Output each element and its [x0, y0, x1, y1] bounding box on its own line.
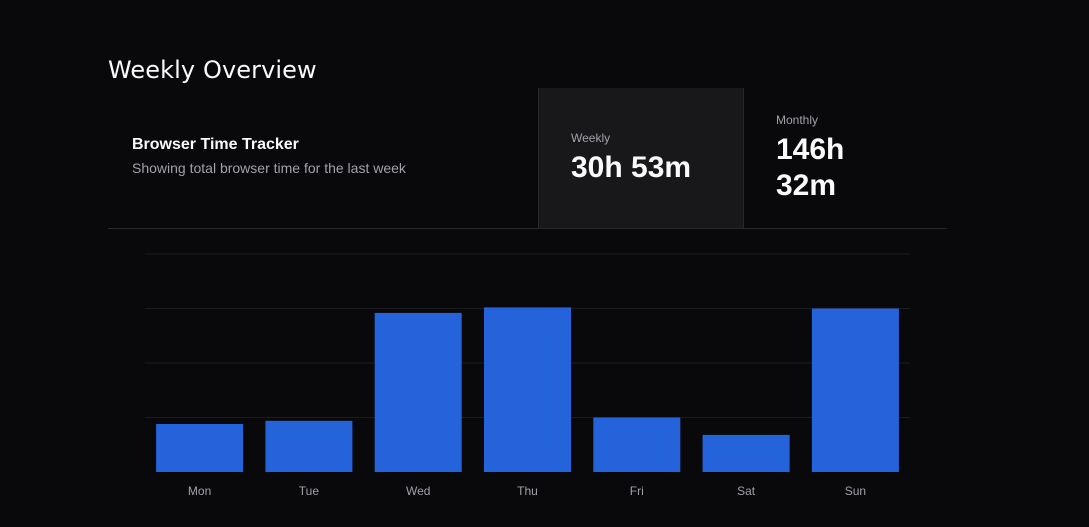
bar-tue[interactable] — [265, 420, 353, 472]
x-tick-label-wed: Wed — [406, 484, 430, 498]
x-tick-label-mon: Mon — [188, 484, 211, 498]
card-title: Browser Time Tracker — [132, 136, 299, 153]
card-description: Showing total browser time for the last … — [132, 160, 406, 176]
bar-wed[interactable] — [374, 312, 462, 472]
monthly-stat-label: Monthly — [776, 113, 819, 127]
x-tick-label-tue: Tue — [299, 484, 320, 498]
bar-fri[interactable] — [593, 417, 681, 473]
weekly-stat-tab[interactable]: Weekly 30h 53m — [538, 88, 743, 228]
x-tick-label-thu: Thu — [517, 484, 538, 498]
browser-time-card: Browser Time Tracker Showing total brows… — [108, 88, 947, 527]
monthly-stat-tab[interactable]: Monthly 146h 32m — [743, 88, 947, 228]
x-tick-label-sat: Sat — [737, 484, 756, 498]
card-header: Browser Time Tracker Showing total brows… — [108, 88, 947, 229]
bar-sat[interactable] — [702, 434, 790, 472]
weekly-stat-label: Weekly — [571, 131, 611, 145]
card-header-text: Browser Time Tracker Showing total brows… — [132, 136, 406, 176]
monthly-stat-value: 146h 32m — [776, 133, 845, 202]
page-title: Weekly Overview — [108, 56, 317, 84]
x-tick-label-sun: Sun — [845, 484, 866, 498]
weekly-stat-value: 30h 53m — [571, 151, 692, 184]
bar-sun[interactable] — [811, 308, 899, 473]
bar-thu[interactable] — [484, 307, 571, 472]
x-tick-label-fri: Fri — [630, 484, 644, 498]
bar-mon[interactable] — [156, 424, 244, 472]
